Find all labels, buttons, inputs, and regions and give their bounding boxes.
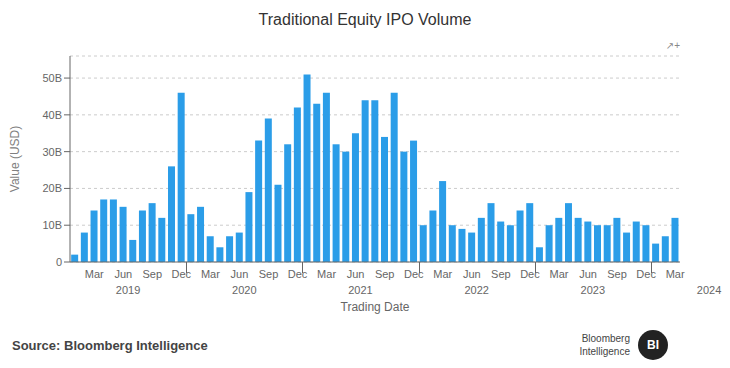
svg-text:Dec: Dec <box>636 268 656 280</box>
html-text:2019: 2019 <box>115 284 141 296</box>
svg-text:Dec: Dec <box>172 268 192 280</box>
svg-text:30B: 30B <box>42 146 62 158</box>
svg-text:Mar: Mar <box>85 268 104 280</box>
svg-text:40B: 40B <box>42 109 62 121</box>
svg-text:Jun: Jun <box>579 268 597 280</box>
svg-text:50B: 50B <box>42 72 62 84</box>
svg-text:Mar: Mar <box>549 268 568 280</box>
html-text:2020: 2020 <box>232 284 257 296</box>
html-text:Traditional Equity IPO Volume: Traditional Equity IPO Volume <box>258 11 472 28</box>
html-text:2023: 2023 <box>580 284 606 296</box>
svg-text:Mar: Mar <box>317 268 336 280</box>
svg-text:Value (USD): Value (USD) <box>8 126 22 192</box>
html-text:2021: 2021 <box>348 284 373 296</box>
html-text:Bloomberg Intelligence: Bloomberg Intelligence <box>579 333 630 357</box>
svg-text:Sep: Sep <box>491 268 511 280</box>
html-text:Source: Bloomberg Intelligence: Source: Bloomberg Intelligence <box>12 337 208 353</box>
svg-text:10B: 10B <box>42 219 62 231</box>
svg-text:Sep: Sep <box>607 268 627 280</box>
svg-text:Dec: Dec <box>404 268 424 280</box>
svg-text:Mar: Mar <box>201 268 220 280</box>
html-text:2024: 2024 <box>696 284 722 296</box>
svg-text:Dec: Dec <box>520 268 540 280</box>
svg-text:Mar: Mar <box>666 268 685 280</box>
svg-text:Jun: Jun <box>347 268 365 280</box>
svg-text:Mar: Mar <box>433 268 452 280</box>
svg-text:Sep: Sep <box>259 268 279 280</box>
html-text:Trading Date: Trading Date <box>340 300 410 314</box>
svg-text:Jun: Jun <box>231 268 249 280</box>
html-text:2022: 2022 <box>464 284 489 296</box>
svg-text:Jun: Jun <box>114 268 132 280</box>
svg-text:Sep: Sep <box>143 268 163 280</box>
html-text:BI: BI <box>647 338 659 352</box>
svg-text:Sep: Sep <box>375 268 395 280</box>
svg-text:0: 0 <box>56 256 62 268</box>
svg-text:Dec: Dec <box>288 268 308 280</box>
svg-text:20B: 20B <box>42 182 62 194</box>
svg-text:Jun: Jun <box>463 268 481 280</box>
